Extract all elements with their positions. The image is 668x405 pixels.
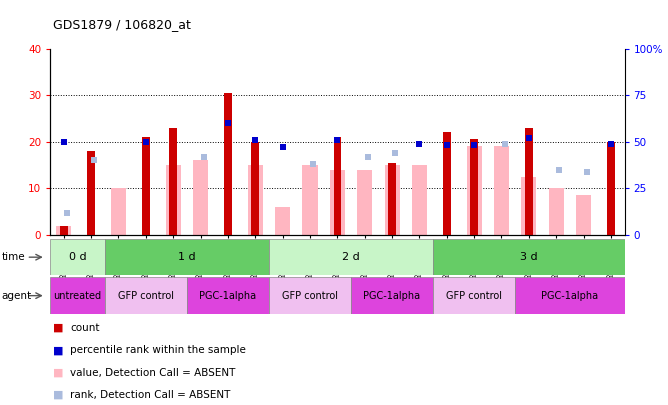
Bar — [56, 226, 71, 235]
Bar — [385, 165, 399, 235]
Bar — [269, 239, 433, 275]
Text: 2 d: 2 d — [342, 252, 360, 262]
Text: 0 d: 0 d — [69, 252, 86, 262]
Bar — [357, 170, 372, 235]
Bar — [515, 277, 625, 314]
Bar — [269, 277, 351, 314]
Bar — [521, 177, 536, 235]
Bar — [105, 277, 187, 314]
Text: percentile rank within the sample: percentile rank within the sample — [70, 345, 246, 355]
Bar — [105, 239, 269, 275]
Bar — [525, 128, 532, 235]
Text: rank, Detection Call = ABSENT: rank, Detection Call = ABSENT — [70, 390, 230, 400]
Bar — [388, 163, 396, 235]
Text: GDS1879 / 106820_at: GDS1879 / 106820_at — [53, 18, 191, 31]
Text: ■: ■ — [53, 390, 64, 400]
Bar — [275, 207, 290, 235]
Text: ■: ■ — [53, 323, 64, 333]
Bar — [60, 226, 67, 235]
Text: GFP control: GFP control — [446, 291, 502, 301]
Bar — [351, 277, 433, 314]
Bar — [548, 188, 564, 235]
Bar — [330, 170, 345, 235]
Bar — [166, 165, 181, 235]
Text: PGC-1alpha: PGC-1alpha — [541, 291, 599, 301]
Text: PGC-1alpha: PGC-1alpha — [199, 291, 257, 301]
Bar — [412, 165, 427, 235]
Bar — [607, 142, 615, 235]
Text: value, Detection Call = ABSENT: value, Detection Call = ABSENT — [70, 368, 236, 377]
Text: 3 d: 3 d — [520, 252, 538, 262]
Text: time: time — [1, 252, 25, 262]
Text: untreated: untreated — [53, 291, 102, 301]
Text: GFP control: GFP control — [282, 291, 338, 301]
Bar — [111, 188, 126, 235]
Bar — [443, 132, 451, 235]
Bar — [576, 195, 591, 235]
Text: ■: ■ — [53, 368, 64, 377]
Bar — [470, 139, 478, 235]
Bar — [88, 151, 95, 235]
Bar — [170, 128, 177, 235]
Bar — [251, 142, 259, 235]
Bar — [303, 165, 317, 235]
Bar — [333, 137, 341, 235]
Bar — [494, 147, 509, 235]
Bar — [193, 160, 208, 235]
Bar — [142, 137, 150, 235]
Text: ■: ■ — [53, 345, 64, 355]
Text: count: count — [70, 323, 100, 333]
Text: PGC-1alpha: PGC-1alpha — [363, 291, 421, 301]
Bar — [466, 147, 482, 235]
Bar — [248, 165, 263, 235]
Text: GFP control: GFP control — [118, 291, 174, 301]
Bar — [50, 277, 105, 314]
Text: agent: agent — [1, 291, 31, 301]
Text: 1 d: 1 d — [178, 252, 196, 262]
Bar — [187, 277, 269, 314]
Bar — [433, 277, 515, 314]
Bar — [224, 93, 232, 235]
Bar — [50, 239, 105, 275]
Bar — [433, 239, 625, 275]
